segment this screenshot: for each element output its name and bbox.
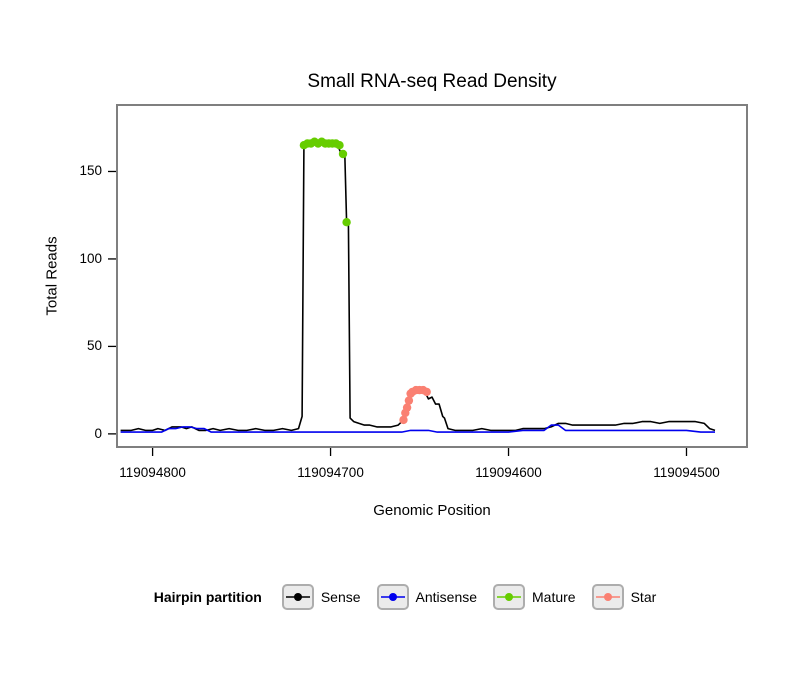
x-tick-label: 119094800 [119,465,186,480]
x-tick-label: 119094600 [475,465,542,480]
y-tick-label: 0 [94,425,102,441]
star-point [399,415,408,425]
plot-frame [116,104,748,448]
legend-item-mature: Mature [493,584,576,610]
legend-item-star: Star [591,584,657,610]
legend-item-sense: Sense [281,584,361,610]
x-tick-label: 119094700 [297,465,364,480]
antisense-legend-key-icon [376,584,409,610]
star-point [404,396,414,405]
antisense-line [120,424,715,433]
legend-label-sense: Sense [320,589,361,605]
star-point [402,403,412,412]
legend-title: Hairpin partition [153,589,262,605]
legend-label-mature: Mature [532,589,576,605]
legend-label-star: Star [630,589,657,605]
mature-point [342,218,351,227]
x-axis-title: Genomic Position [373,502,491,519]
star-point [422,387,431,397]
mature-legend-key-icon [493,584,526,610]
chart-title: Small RNA-seq Read Density [307,71,557,92]
star-legend-key-icon [591,584,624,610]
mature-point [338,149,348,159]
sense-legend-key-icon [281,584,314,610]
legend: Hairpin partition Sense Antisense Mature St… [0,577,810,617]
legend-item-antisense: Antisense [376,584,478,610]
x-tick-label: 119094500 [653,465,720,480]
y-tick-label: 50 [86,338,102,354]
mature-point [335,141,344,150]
y-tick-label: 100 [79,250,102,266]
y-tick-label: 150 [79,163,102,179]
legend-label-antisense: Antisense [415,589,478,605]
